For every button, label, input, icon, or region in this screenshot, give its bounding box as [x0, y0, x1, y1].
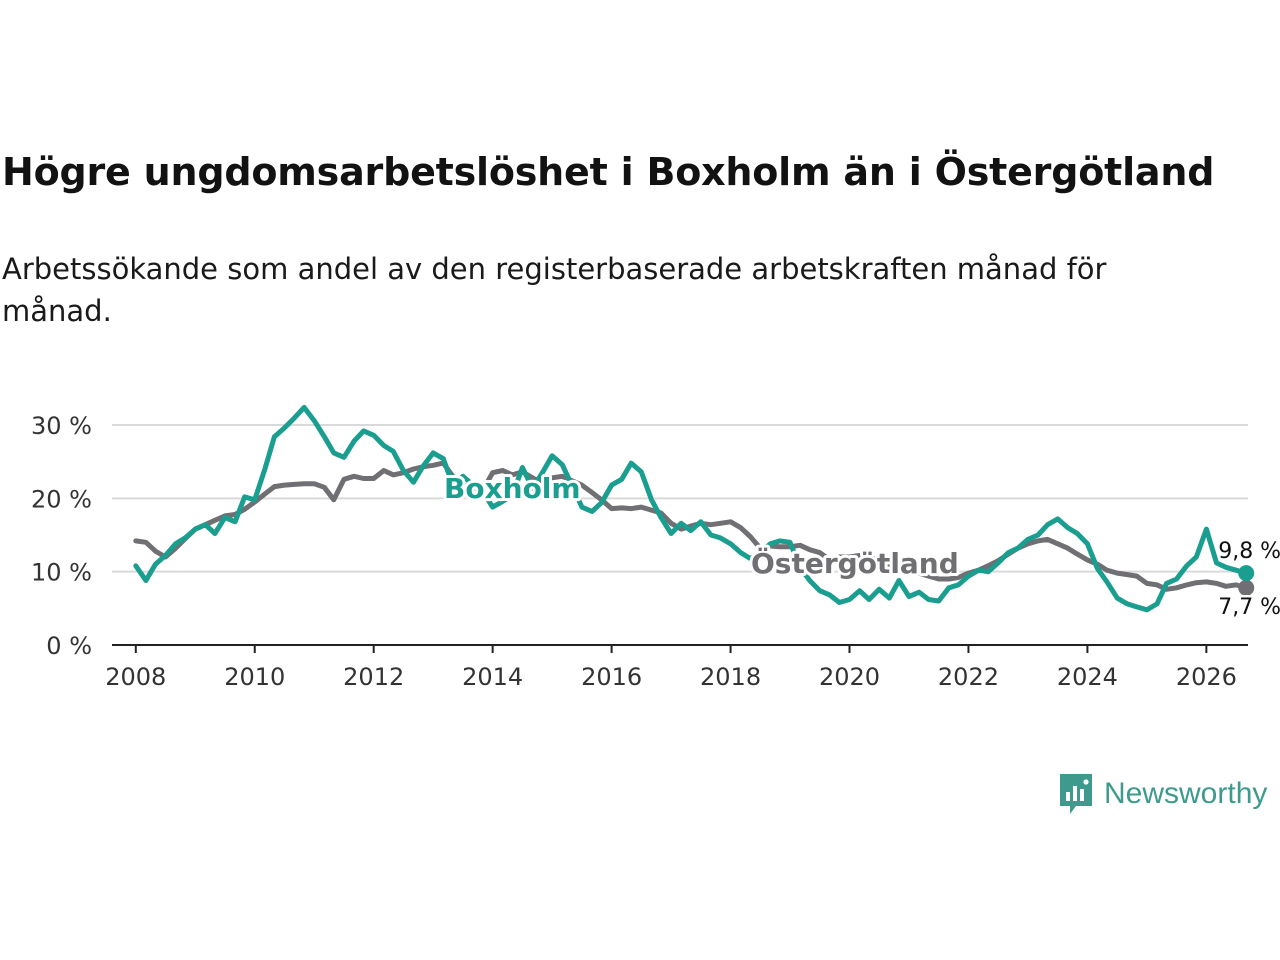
end-value-label: 9,8 %	[1218, 539, 1280, 564]
x-tick-label: 2016	[581, 663, 642, 691]
series-line-östergötland	[133, 460, 1249, 592]
y-axis-tick-labels: 0 % 10 % 20 % 30 %	[31, 412, 92, 660]
series-end-dot	[1238, 579, 1255, 596]
end-value-label: 7,7 %	[1218, 595, 1280, 620]
x-tick-label: 2008	[105, 663, 166, 691]
x-tick-label: 2010	[224, 663, 285, 691]
series-label-boxholm: Boxholm	[444, 472, 581, 505]
series-end-dot	[1238, 565, 1255, 582]
y-tick-label: 30 %	[31, 412, 92, 440]
x-axis: 2008 2010 2012 2014 2016 2018 2020 2022 2024 2026	[105, 644, 1248, 691]
newsworthy-logo[interactable]: Newsworthy	[1058, 772, 1267, 816]
y-tick-label: 20 %	[31, 485, 92, 513]
y-tick-label: 10 %	[31, 559, 92, 587]
x-tick-label: 2022	[938, 663, 999, 691]
x-tick-label: 2024	[1057, 663, 1118, 691]
x-tick-label: 2012	[343, 663, 404, 691]
x-tick-label: 2026	[1176, 663, 1237, 691]
x-tick-label: 2020	[819, 663, 880, 691]
series-lines	[133, 404, 1255, 613]
series-line-boxholm	[133, 404, 1249, 613]
series-labels: Boxholm Östergötland 9,8 % 7,7 %	[441, 469, 1280, 623]
newsworthy-logo-icon	[1060, 774, 1092, 814]
brand-name: Newsworthy	[1104, 777, 1268, 810]
x-tick-label: 2014	[462, 663, 523, 691]
chart-subtitle: Arbetssökande som andel av den registerb…	[2, 252, 1107, 328]
line-chart: 0 % 10 % 20 % 30 % 2008 2010 2012 2014 2016 2018…	[31, 404, 1280, 691]
gridlines	[112, 424, 1248, 573]
chart-title: Högre ungdomsarbetslöshet i Boxholm än i…	[2, 150, 1215, 194]
x-tick-label: 2018	[700, 663, 761, 691]
series-label-östergötland: Östergötland	[751, 546, 959, 580]
y-tick-label: 0 %	[46, 632, 92, 660]
